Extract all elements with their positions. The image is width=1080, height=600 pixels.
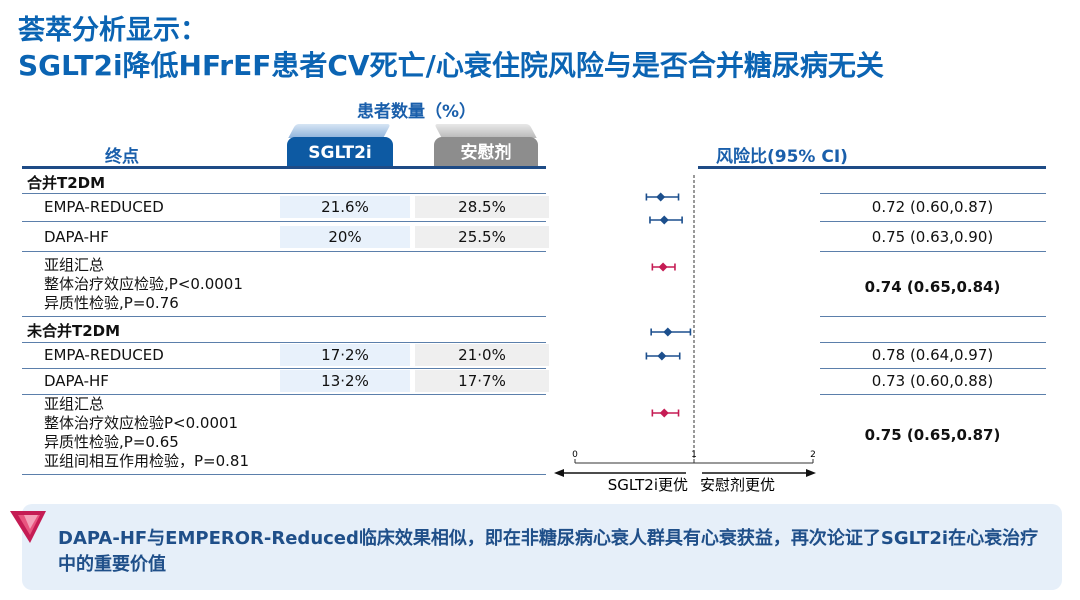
row-dapa-t2dm-label: DAPA-HF (44, 228, 109, 246)
sglt2i-tab-fold (288, 124, 391, 138)
row-empa-no-t2dm-sglt2i: 17·2% (280, 344, 410, 366)
header-rule-right (698, 166, 1046, 169)
row-dapa-t2dm-hr: 0.75 (0.63,0.90) (871, 228, 994, 246)
row-rule (820, 193, 1046, 194)
row-rule (22, 474, 546, 475)
row-rule (22, 193, 546, 194)
pooled-no-t2dm-line1: 亚组汇总 (44, 395, 105, 413)
row-rule (820, 316, 1046, 317)
point-estimate (658, 262, 668, 272)
row-rule (820, 342, 1046, 343)
tick-0: 0 (572, 450, 578, 460)
row-rule (22, 316, 546, 317)
row-empa-no-t2dm-placebo: 21·0% (415, 344, 549, 366)
patients-count-header: 患者数量（%） (357, 102, 477, 122)
row-rule (22, 221, 546, 222)
pooled-t2dm-hr: 0.74 (0.65,0.84) (864, 278, 1001, 296)
point-estimate (663, 327, 673, 337)
hazard-ratio-header: 风险比(95% CI) (716, 147, 848, 167)
forest-plot: 0 1 2 SGLT2i更优 安慰剂更优 (554, 175, 816, 494)
row-empa-t2dm-placebo: 28.5% (415, 196, 549, 218)
row-rule (22, 251, 546, 252)
forest-marks (645, 192, 692, 418)
pooled-no-t2dm-label: 亚组汇总 整体治疗效应检验P<0.0001 异质性检验,P=0.65 亚组间相互… (44, 395, 249, 471)
pooled-no-t2dm-line2: 整体治疗效应检验P<0.0001 (44, 414, 239, 432)
section-label-t2dm: 合并T2DM (27, 174, 106, 192)
row-empa-no-t2dm-label: EMPA-REDUCED (44, 346, 164, 364)
placebo-tab-fold (434, 124, 537, 138)
row-dapa-no-t2dm-sglt2i: 13·2% (280, 370, 410, 392)
favors-sglt2i-label: SGLT2i更优 (608, 476, 688, 494)
point-estimate (659, 408, 669, 418)
point-estimate (659, 215, 669, 225)
summary-text: DAPA-HF与EMPEROR-Reduced临床效果相似，即在非糖尿病心衰人群… (58, 528, 1039, 575)
row-rule (22, 368, 546, 369)
point-estimate (656, 192, 666, 202)
placebo-column-tab: 安慰剂 (434, 137, 538, 167)
row-rule (22, 394, 546, 395)
row-empa-t2dm-sglt2i: 21.6% (280, 196, 410, 218)
pooled-t2dm-line1: 亚组汇总 (44, 256, 105, 274)
triangle-bullet-icon (10, 511, 46, 543)
row-rule (820, 251, 1046, 252)
row-empa-no-t2dm-hr: 0.78 (0.64,0.97) (871, 346, 994, 364)
pooled-no-t2dm-line3: 异质性检验,P=0.65 (44, 433, 179, 451)
summary-box (22, 504, 1062, 590)
sglt2i-column-tab: SGLT2i (287, 137, 393, 167)
row-dapa-t2dm-sglt2i: 20% (280, 226, 410, 248)
pooled-t2dm-label: 亚组汇总 整体治疗效应检验,P<0.0001 异质性检验,P=0.76 (44, 256, 243, 313)
pooled-no-t2dm-line4: 亚组间相互作用检验，P=0.81 (44, 452, 250, 470)
favors-placebo-label: 安慰剂更优 (700, 476, 775, 494)
pooled-t2dm-line3: 异质性检验,P=0.76 (44, 294, 179, 312)
x-axis-ticks (574, 459, 814, 463)
header-rule-left (22, 166, 546, 169)
point-estimate (657, 351, 667, 361)
right-arrow-head (806, 469, 816, 477)
row-dapa-no-t2dm-hr: 0.73 (0.60,0.88) (871, 372, 994, 390)
left-arrow-head (554, 469, 564, 477)
row-rule (820, 394, 1046, 395)
row-dapa-t2dm-placebo: 25.5% (415, 226, 549, 248)
row-rule (820, 221, 1046, 222)
row-rule (22, 342, 546, 343)
row-rule (820, 368, 1046, 369)
tick-1: 1 (691, 450, 697, 460)
tick-2: 2 (810, 450, 816, 460)
row-dapa-no-t2dm-placebo: 17·7% (415, 370, 549, 392)
pooled-no-t2dm-hr: 0.75 (0.65,0.87) (864, 426, 1001, 444)
title-line-1: 荟萃分析显示： (18, 15, 207, 46)
section-label-no-t2dm: 未合并T2DM (27, 322, 121, 340)
endpoint-header: 终点 (105, 147, 139, 167)
row-empa-t2dm-label: EMPA-REDUCED (44, 198, 164, 216)
row-dapa-no-t2dm-label: DAPA-HF (44, 372, 109, 390)
pooled-t2dm-line2: 整体治疗效应检验,P<0.0001 (44, 275, 243, 293)
title-line-2: SGLT2i降低HFrEF患者CV死亡/心衰住院风险与是否合并糖尿病无关 (18, 49, 884, 82)
row-empa-t2dm-hr: 0.72 (0.60,0.87) (871, 198, 994, 216)
